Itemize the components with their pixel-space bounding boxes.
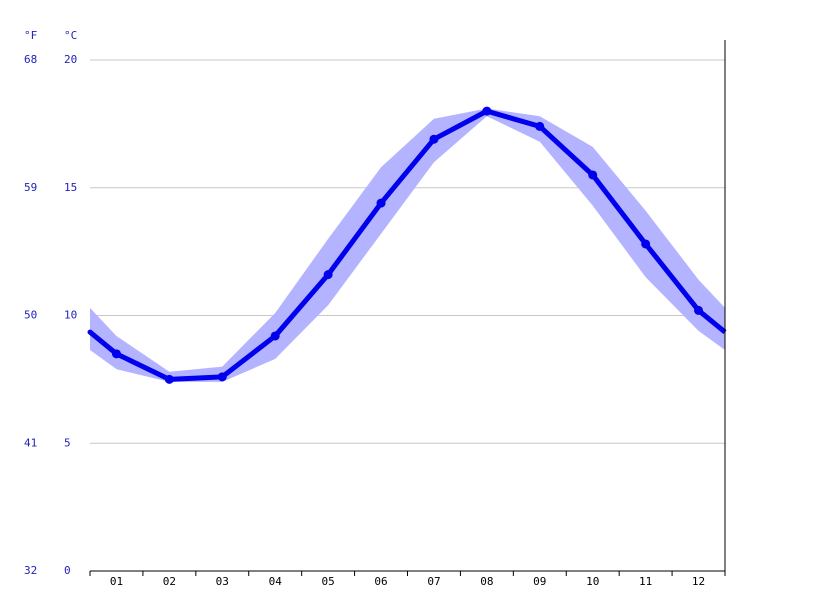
y2-tick-label: 59 [24, 181, 37, 194]
y2-tick-label: 50 [24, 309, 37, 322]
x-tick-label: 08 [480, 575, 493, 588]
range-band [116, 108, 699, 382]
temperature-point [164, 374, 174, 384]
temperature-line-edge [87, 329, 119, 357]
x-tick-label: 02 [163, 575, 176, 588]
temperature-point [588, 170, 598, 180]
range-band-edge [698, 279, 725, 350]
temperature-point [641, 239, 651, 249]
x-tick-label: 01 [110, 575, 123, 588]
temperature-line [115, 108, 701, 382]
y-tick-label: 15 [64, 181, 77, 194]
x-tick-label: 11 [639, 575, 652, 588]
temperature-point [376, 198, 386, 208]
temperature-point [111, 349, 121, 359]
y2-axis-label: °F [24, 29, 37, 42]
x-tick-label: 09 [533, 575, 546, 588]
x-tick-label: 07 [427, 575, 440, 588]
x-tick-label: 06 [374, 575, 387, 588]
temperature-point [217, 372, 227, 382]
y2-tick-label: 32 [24, 564, 37, 577]
temperature-point [694, 305, 704, 315]
x-tick-label: 03 [216, 575, 229, 588]
temperature-point [429, 134, 439, 144]
y-tick-label: 5 [64, 436, 71, 449]
x-tick-label: 12 [692, 575, 705, 588]
temperature-line-edge [696, 308, 727, 335]
temperature-point [482, 106, 492, 116]
temperature-point [270, 331, 280, 341]
y-tick-label: 20 [64, 53, 77, 66]
y-tick-label: 10 [64, 309, 77, 322]
temperature-point [535, 121, 545, 131]
x-tick-label: 10 [586, 575, 599, 588]
y-axis-label: °C [64, 29, 77, 42]
temperature-point [323, 270, 333, 280]
y2-tick-label: 41 [24, 436, 37, 449]
range-band-edge [90, 307, 117, 370]
y2-tick-label: 68 [24, 53, 37, 66]
x-tick-label: 05 [322, 575, 335, 588]
y-tick-label: 0 [64, 564, 71, 577]
x-tick-label: 04 [269, 575, 283, 588]
